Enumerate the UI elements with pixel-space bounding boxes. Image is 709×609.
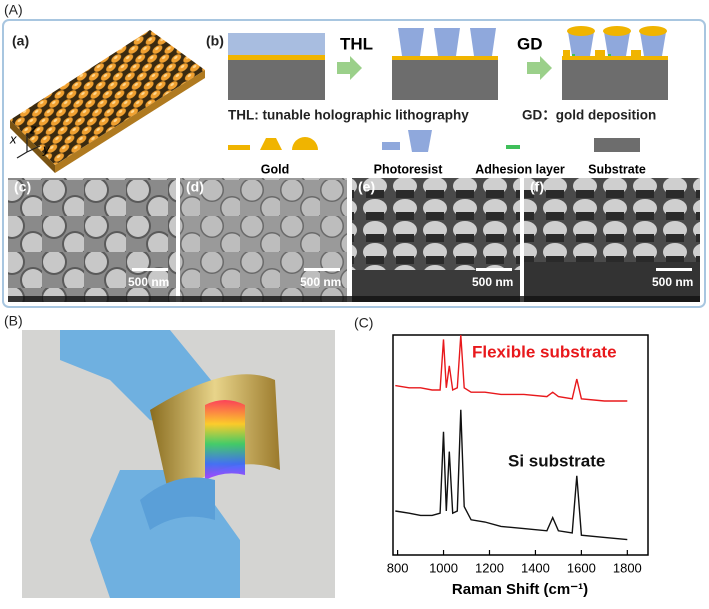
- panel-label: (C): [354, 315, 373, 331]
- x-tick-label: 1000: [429, 560, 458, 575]
- axis-letter: x: [9, 131, 17, 146]
- scale-label: 500 nm: [128, 275, 169, 289]
- series-label: Flexible substrate: [472, 342, 617, 361]
- axis-letter: y: [42, 141, 51, 156]
- series-label: Si substrate: [508, 451, 605, 470]
- panel-label: (A): [4, 2, 23, 18]
- x-tick-label: 1800: [613, 560, 642, 575]
- legend-label: Substrate: [588, 162, 646, 176]
- array-surface: [10, 30, 205, 165]
- sem-images: [8, 178, 700, 302]
- process-step-3: [562, 26, 668, 100]
- sub-label: (d): [186, 179, 204, 195]
- spectrum-line: [395, 334, 628, 402]
- plot-frame: [392, 334, 649, 556]
- sem-image: [8, 178, 176, 302]
- panel-label: (B): [4, 313, 23, 329]
- sub-label: (b): [206, 33, 224, 49]
- photo: [22, 330, 335, 598]
- sub-label: (e): [358, 179, 375, 195]
- scale-label: 500 nm: [652, 275, 693, 289]
- scale-label: 500 nm: [300, 275, 341, 289]
- caption: GD：gold deposition: [522, 108, 656, 123]
- raman-chart: Raman Shift (cm⁻¹) 800 1000 1200 1400 1600 18…: [387, 334, 649, 598]
- sem-image: [180, 178, 347, 302]
- array-side: [10, 120, 55, 173]
- step-label: THL: [340, 34, 373, 53]
- process-step-1: [228, 33, 325, 100]
- sem-footer: [8, 296, 700, 302]
- legend-icons: [228, 130, 640, 152]
- legend-label: Adhesion layer: [475, 162, 565, 176]
- sub-label: (a): [12, 33, 29, 49]
- legend-label: Gold: [261, 162, 289, 176]
- axis-letter: z: [29, 121, 37, 136]
- x-tick-label: 1200: [475, 560, 504, 575]
- arrow: [337, 56, 362, 80]
- scale-label: 500 nm: [472, 275, 513, 289]
- caption: THL: tunable holographic lithography: [228, 108, 469, 123]
- sub-label: (c): [14, 179, 31, 195]
- nanostructure-3d: [10, 30, 205, 173]
- step-label: GD: [517, 34, 543, 53]
- axes-icon: [16, 133, 41, 159]
- arrow: [527, 56, 552, 80]
- x-tick-label: 1600: [567, 560, 596, 575]
- spectrum-line: [395, 409, 628, 541]
- sub-label: (f): [530, 179, 544, 195]
- x-axis-title: Raman Shift (cm⁻¹): [452, 581, 588, 598]
- array-side: [55, 70, 205, 173]
- x-tick-label: 1400: [521, 560, 550, 575]
- legend-label: Photoresist: [374, 162, 444, 176]
- panel-frame: [2, 19, 706, 308]
- scale-bars: [132, 268, 692, 271]
- process-step-2: [392, 28, 498, 100]
- x-tick-label: 800: [387, 560, 409, 575]
